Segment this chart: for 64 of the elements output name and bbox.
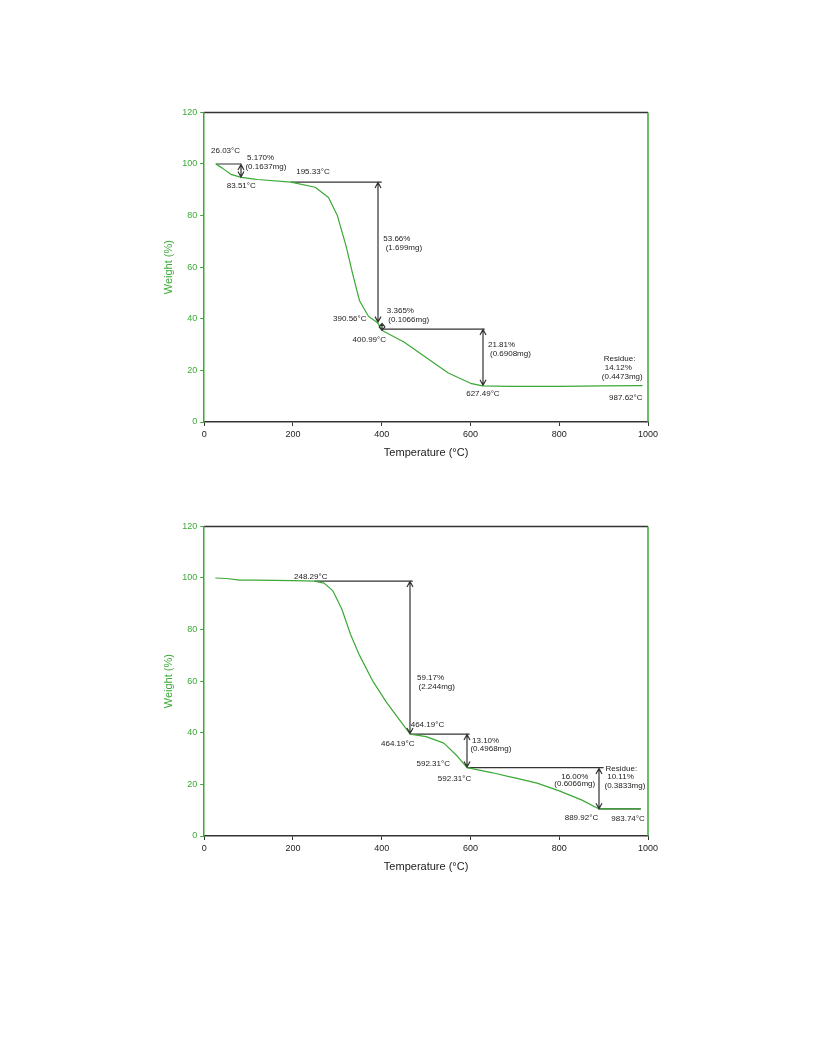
- annotation: (1.699mg): [385, 243, 423, 253]
- annotation: (0.1637mg): [245, 161, 287, 171]
- y-axis-title: Weight (%): [161, 654, 174, 709]
- annotation: 13.10%: [472, 735, 500, 745]
- annotation: Residue:: [605, 764, 638, 774]
- y-tick-label: 100: [182, 572, 198, 583]
- annotation: 627.49°C: [466, 388, 500, 398]
- x-tick-label: 200: [285, 428, 301, 439]
- annotation: 10.11%: [607, 772, 634, 782]
- y-tick-label: 0: [192, 830, 198, 841]
- annotation: 464.19°C: [380, 739, 415, 749]
- y-tick-label: 100: [182, 158, 198, 169]
- x-tick-label: 400: [374, 842, 390, 853]
- annotation: 14.12%: [604, 363, 632, 373]
- x-tick-label: 0: [201, 428, 207, 439]
- x-tick-label: 400: [374, 428, 390, 439]
- y-tick-label: 120: [182, 520, 198, 531]
- annotation: (0.3833mg): [604, 780, 646, 790]
- annotation: 592.31°C: [416, 758, 451, 768]
- annotation: 464.19°C: [410, 720, 445, 730]
- x-axis-title: Temperature (°C): [383, 860, 469, 873]
- annotation: 5.170%: [247, 152, 275, 162]
- annotation: 21.81%: [487, 339, 516, 349]
- annotation: 390.56°C: [333, 314, 367, 323]
- y-tick-label: 80: [187, 210, 198, 221]
- annotation: (0.1066mg): [388, 315, 430, 325]
- annotation: (0.6908mg): [489, 348, 532, 358]
- annotation: (0.4473mg): [601, 372, 644, 382]
- x-tick-label: 200: [285, 842, 301, 853]
- annotation: 983.74°C: [611, 814, 645, 824]
- annotation: 400.99°C: [352, 334, 387, 344]
- y-tick-label: 120: [182, 106, 198, 117]
- y-tick-label: 40: [187, 313, 198, 324]
- annotation: 889.92°C: [564, 813, 599, 823]
- y-tick-label: 60: [187, 675, 198, 686]
- x-tick-label: 800: [551, 428, 567, 439]
- annotation: 195.33°C: [296, 166, 330, 176]
- annotation: 3.365%: [386, 306, 414, 316]
- annotation: 16.00%: [561, 771, 589, 781]
- annotation: 83.51°C: [226, 181, 256, 191]
- y-axis-title: Weight (%): [161, 240, 174, 295]
- x-tick-label: 1000: [637, 428, 659, 439]
- annotation: (2.244mg): [418, 681, 456, 691]
- x-tick-label: 600: [462, 428, 478, 439]
- x-tick-label: 0: [201, 842, 207, 853]
- annotation: (0.6066mg): [554, 779, 596, 789]
- x-axis-title: Temperature (°C): [383, 446, 469, 459]
- y-tick-label: 40: [187, 727, 198, 738]
- y-tick-label: 0: [192, 416, 198, 427]
- annotation: 592.31°C: [437, 773, 472, 783]
- y-tick-label: 20: [187, 778, 198, 789]
- annotation: 53.66%: [383, 234, 411, 244]
- annotation: 26.03°C: [211, 146, 241, 156]
- annotation: (0.4968mg): [470, 744, 512, 754]
- annotation: 59.17%: [416, 672, 445, 682]
- x-tick-label: 800: [551, 842, 567, 853]
- annotation: 987.62°C: [609, 392, 643, 402]
- y-tick-label: 20: [187, 364, 198, 375]
- y-tick-label: 60: [187, 261, 198, 272]
- annotation: Residue:: [603, 353, 636, 363]
- y-tick-label: 80: [187, 624, 198, 635]
- x-tick-label: 600: [462, 842, 478, 853]
- annotation: 248.29°C: [294, 571, 328, 581]
- x-tick-label: 1000: [637, 842, 659, 853]
